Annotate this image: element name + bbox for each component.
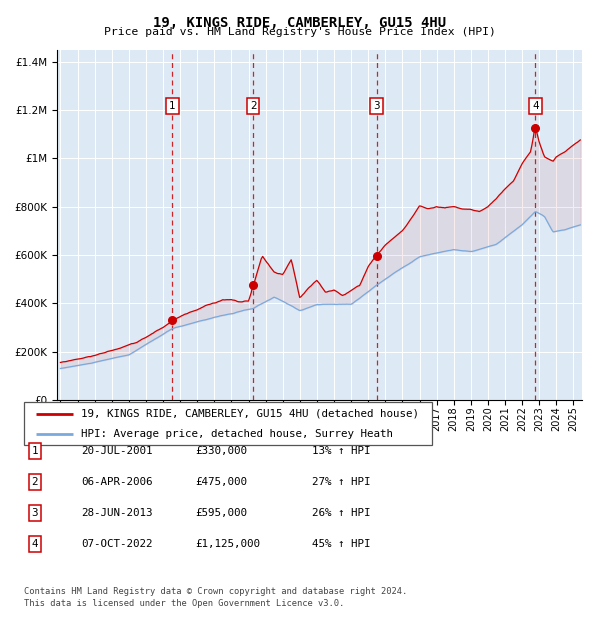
- Text: £475,000: £475,000: [195, 477, 247, 487]
- Text: 4: 4: [532, 102, 539, 112]
- Text: 13% ↑ HPI: 13% ↑ HPI: [312, 446, 371, 456]
- Text: 45% ↑ HPI: 45% ↑ HPI: [312, 539, 371, 549]
- Text: Price paid vs. HM Land Registry's House Price Index (HPI): Price paid vs. HM Land Registry's House …: [104, 27, 496, 37]
- Text: 2: 2: [250, 102, 256, 112]
- FancyBboxPatch shape: [24, 402, 432, 445]
- Text: Contains HM Land Registry data © Crown copyright and database right 2024.: Contains HM Land Registry data © Crown c…: [24, 587, 407, 596]
- Text: 26% ↑ HPI: 26% ↑ HPI: [312, 508, 371, 518]
- Text: 19, KINGS RIDE, CAMBERLEY, GU15 4HU: 19, KINGS RIDE, CAMBERLEY, GU15 4HU: [154, 16, 446, 30]
- Text: 28-JUN-2013: 28-JUN-2013: [81, 508, 152, 518]
- Text: 1: 1: [169, 102, 176, 112]
- Text: 19, KINGS RIDE, CAMBERLEY, GU15 4HU (detached house): 19, KINGS RIDE, CAMBERLEY, GU15 4HU (det…: [81, 409, 419, 419]
- Text: £330,000: £330,000: [195, 446, 247, 456]
- Text: 07-OCT-2022: 07-OCT-2022: [81, 539, 152, 549]
- Text: 20-JUL-2001: 20-JUL-2001: [81, 446, 152, 456]
- Text: 3: 3: [373, 102, 380, 112]
- Text: 4: 4: [32, 539, 38, 549]
- Text: HPI: Average price, detached house, Surrey Heath: HPI: Average price, detached house, Surr…: [81, 429, 393, 439]
- Text: £595,000: £595,000: [195, 508, 247, 518]
- Text: 1: 1: [32, 446, 38, 456]
- Text: 27% ↑ HPI: 27% ↑ HPI: [312, 477, 371, 487]
- Text: 06-APR-2006: 06-APR-2006: [81, 477, 152, 487]
- Text: 2: 2: [32, 477, 38, 487]
- Text: 3: 3: [32, 508, 38, 518]
- Text: This data is licensed under the Open Government Licence v3.0.: This data is licensed under the Open Gov…: [24, 598, 344, 608]
- Text: £1,125,000: £1,125,000: [195, 539, 260, 549]
